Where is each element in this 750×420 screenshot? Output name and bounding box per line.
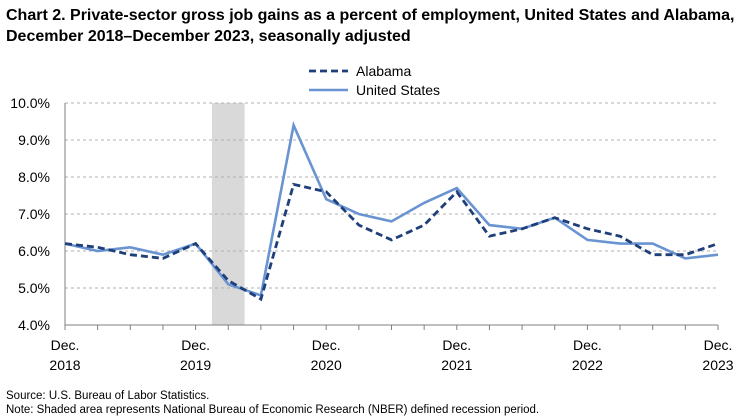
legend-label: Alabama <box>356 63 411 79</box>
axis-layer: 4.0% 5.0% 6.0% 7.0% 8.0% 9.0% 10.0% Dec. 2018 Dec… <box>10 95 733 373</box>
series-line-united-states <box>64 120 719 298</box>
y-tick-label: 5.0% <box>18 280 50 296</box>
y-tick-label: 9.0% <box>18 132 50 148</box>
y-tick-label: 4.0% <box>18 317 50 333</box>
y-tick-label: 10.0% <box>10 95 50 111</box>
x-tick-label-year: 2022 <box>572 357 603 373</box>
x-tick-label-month: Dec. <box>442 337 471 353</box>
x-tick-label-year: 2018 <box>49 357 80 373</box>
series-layer <box>64 120 719 302</box>
y-tick-label: 6.0% <box>18 243 50 259</box>
recession-note: Note: Shaded area represents National Bu… <box>6 404 540 416</box>
x-tick-label-month: Dec. <box>312 337 341 353</box>
x-tick-label-month: Dec. <box>181 337 210 353</box>
series-line-alabama <box>64 182 719 302</box>
legend-label: United States <box>356 82 440 98</box>
chart-title: Chart 2. Private-sector gross job gains … <box>6 7 735 45</box>
legend: Alabama United States <box>309 63 440 98</box>
y-tick-label: 7.0% <box>18 206 50 222</box>
x-tick-label-month: Dec. <box>704 337 733 353</box>
x-tick-label-month: Dec. <box>51 337 80 353</box>
x-tick-label-year: 2019 <box>180 357 211 373</box>
x-tick-label-year: 2021 <box>441 357 472 373</box>
grid-layer <box>65 102 718 289</box>
x-tick-label-year: 2023 <box>702 357 733 373</box>
x-tick-label-year: 2020 <box>311 357 342 373</box>
y-tick-label: 8.0% <box>18 169 50 185</box>
source-note: Source: U.S. Bureau of Labor Statistics. <box>6 390 210 402</box>
x-tick-label-month: Dec. <box>573 337 602 353</box>
